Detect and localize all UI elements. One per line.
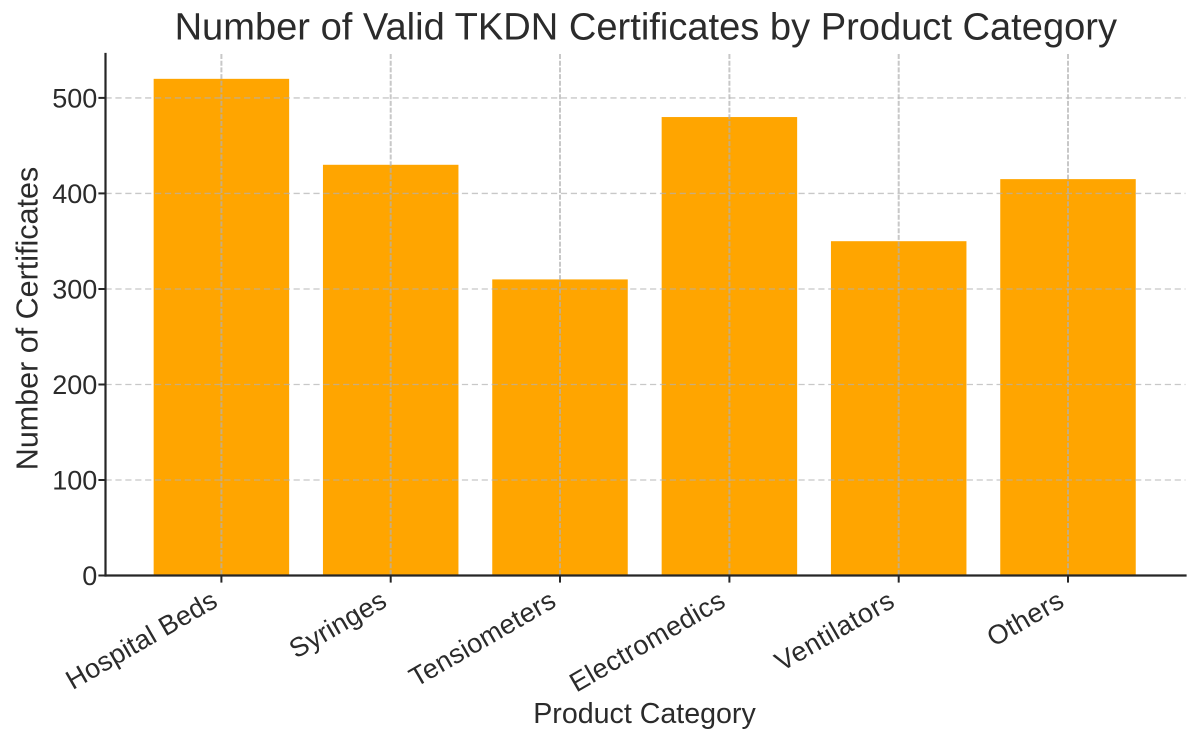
- svg-text:100: 100: [52, 466, 97, 496]
- svg-text:400: 400: [52, 179, 97, 209]
- svg-text:200: 200: [52, 370, 97, 400]
- svg-text:500: 500: [52, 84, 97, 114]
- svg-text:0: 0: [82, 561, 97, 591]
- svg-text:300: 300: [52, 275, 97, 305]
- svg-text:Number of Valid TKDN Certifica: Number of Valid TKDN Certificates by Pro…: [175, 7, 1117, 49]
- svg-text:Number of Certificates: Number of Certificates: [11, 167, 45, 470]
- svg-text:Product Category: Product Category: [533, 698, 756, 730]
